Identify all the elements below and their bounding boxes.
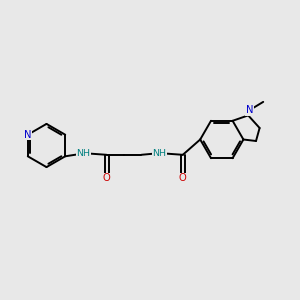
Text: NH: NH bbox=[76, 149, 90, 158]
Text: NH: NH bbox=[152, 149, 167, 158]
Text: O: O bbox=[179, 173, 187, 183]
Text: N: N bbox=[246, 105, 253, 115]
Text: O: O bbox=[103, 173, 110, 183]
Text: N: N bbox=[24, 130, 32, 140]
